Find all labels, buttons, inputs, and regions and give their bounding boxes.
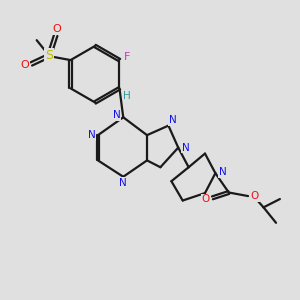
Text: N: N xyxy=(169,115,177,125)
Text: H: H xyxy=(123,91,131,101)
Text: O: O xyxy=(52,24,61,34)
Text: S: S xyxy=(45,49,53,62)
Text: O: O xyxy=(202,194,210,204)
Text: N: N xyxy=(88,130,95,140)
Text: N: N xyxy=(219,167,227,177)
Text: O: O xyxy=(20,60,29,70)
Text: N: N xyxy=(119,178,127,188)
Text: N: N xyxy=(113,110,121,120)
Text: F: F xyxy=(124,52,130,62)
Text: N: N xyxy=(182,142,190,153)
Text: O: O xyxy=(250,191,259,201)
